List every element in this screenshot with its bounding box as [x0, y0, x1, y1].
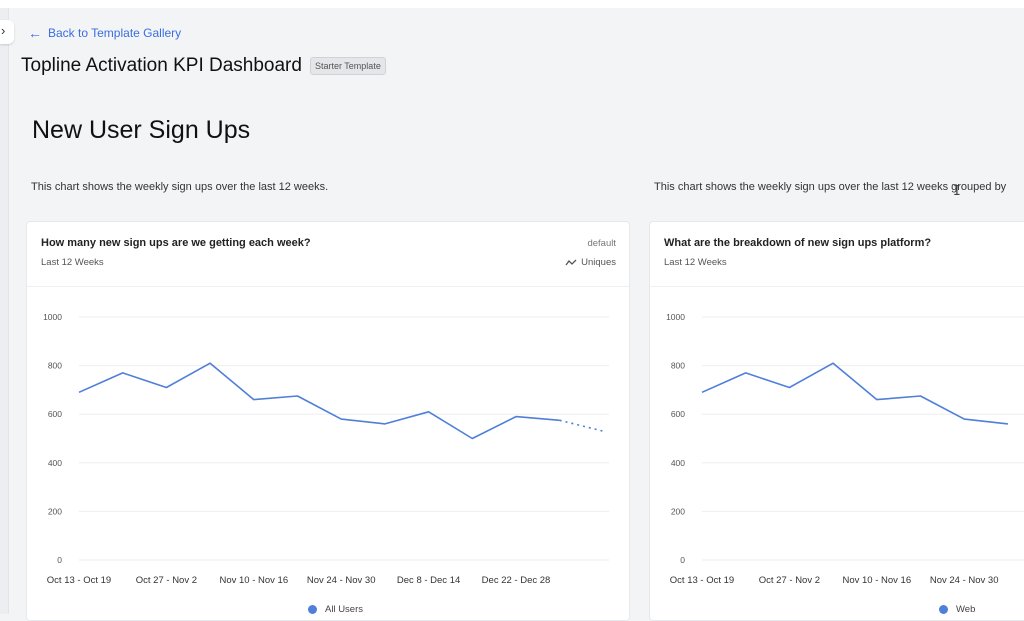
x-tick-label: Nov 24 - Nov 30	[307, 575, 376, 586]
card-meta-label: default	[587, 238, 616, 249]
page-header: Topline Activation KPI Dashboard Starter…	[21, 55, 386, 77]
x-tick-label: Dec 8 - Dec 14	[397, 575, 460, 586]
card-subtitle: Last 12 Weeks	[664, 257, 727, 268]
arrow-left-icon: ←	[28, 25, 42, 41]
chart-description-left: This chart shows the weekly sign ups ove…	[31, 181, 329, 193]
legend-dot-icon	[939, 605, 948, 614]
card-header: How many new sign ups are we getting eac…	[27, 222, 629, 287]
top-strip	[0, 0, 1024, 8]
back-link-label: Back to Template Gallery	[48, 26, 182, 40]
series-line-all-users	[78, 362, 560, 440]
chevron-right-icon: ›	[1, 23, 6, 38]
line-chart-signups: 0 200 400 600 800 1000 Oct 13 - Oct 19 Oct 27 -…	[43, 312, 609, 586]
y-tick-label: 800	[48, 361, 62, 371]
y-tick-label: 600	[671, 409, 685, 419]
series-line-web	[701, 362, 1008, 425]
y-tick-label: 400	[48, 458, 62, 468]
legend-label: Web	[956, 604, 976, 615]
trend-line-icon	[565, 259, 577, 266]
card-title: How many new sign ups are we getting eac…	[41, 237, 311, 249]
x-tick-label: Oct 13 - Oct 19	[670, 575, 734, 586]
y-tick-label: 0	[57, 555, 62, 565]
x-tick-label: Dec 22 - Dec 28	[482, 575, 551, 586]
chart-description-right: This chart shows the weekly sign ups ove…	[654, 181, 1007, 193]
back-to-gallery-link[interactable]: ← Back to Template Gallery	[28, 26, 181, 40]
legend-label: All Users	[325, 604, 364, 615]
x-tick-label: Oct 27 - Nov 2	[759, 575, 820, 586]
chart-card-platform[interactable]: What are the breakdown of new sign ups p…	[649, 221, 1024, 621]
card-subtitle: Last 12 Weeks	[41, 257, 104, 268]
y-tick-label: 600	[48, 409, 62, 419]
y-tick-label: 0	[680, 555, 685, 565]
x-tick-label: Nov 10 - Nov 16	[842, 575, 911, 586]
metric-label: Uniques	[581, 257, 616, 268]
y-tick-label: 800	[671, 361, 685, 371]
text-cursor-icon: I	[953, 184, 961, 199]
x-tick-label: Nov 24 - Nov 30	[930, 575, 999, 586]
card-header: What are the breakdown of new sign ups p…	[650, 222, 1024, 287]
y-tick-label: 200	[48, 506, 62, 516]
metric-selector[interactable]: Uniques	[565, 257, 616, 268]
page-title: Topline Activation KPI Dashboard	[21, 55, 302, 76]
line-chart-platform: 0 200 400 600 800 1000 Oct 13 - Oct 19 Oct 27 -…	[666, 312, 1024, 586]
chart-legend: Web	[939, 604, 975, 615]
y-tick-label: 400	[671, 458, 685, 468]
y-tick-label: 1000	[43, 312, 62, 322]
template-badge: Starter Template	[309, 57, 386, 75]
y-tick-label: 1000	[666, 312, 685, 322]
left-sidebar-rail	[0, 8, 9, 614]
chart-card-signups[interactable]: How many new sign ups are we getting eac…	[26, 221, 630, 621]
x-tick-label: Nov 10 - Nov 16	[219, 575, 288, 586]
expand-sidebar-button[interactable]: ›	[0, 20, 14, 44]
series-line-incomplete	[559, 419, 604, 432]
legend-dot-icon	[308, 605, 317, 614]
chart-legend: All Users	[308, 604, 363, 615]
section-title: New User Sign Ups	[32, 116, 251, 144]
y-tick-label: 200	[671, 506, 685, 516]
x-tick-label: Oct 13 - Oct 19	[47, 575, 111, 586]
x-tick-label: Oct 27 - Nov 2	[136, 575, 197, 586]
card-title: What are the breakdown of new sign ups p…	[664, 237, 932, 249]
